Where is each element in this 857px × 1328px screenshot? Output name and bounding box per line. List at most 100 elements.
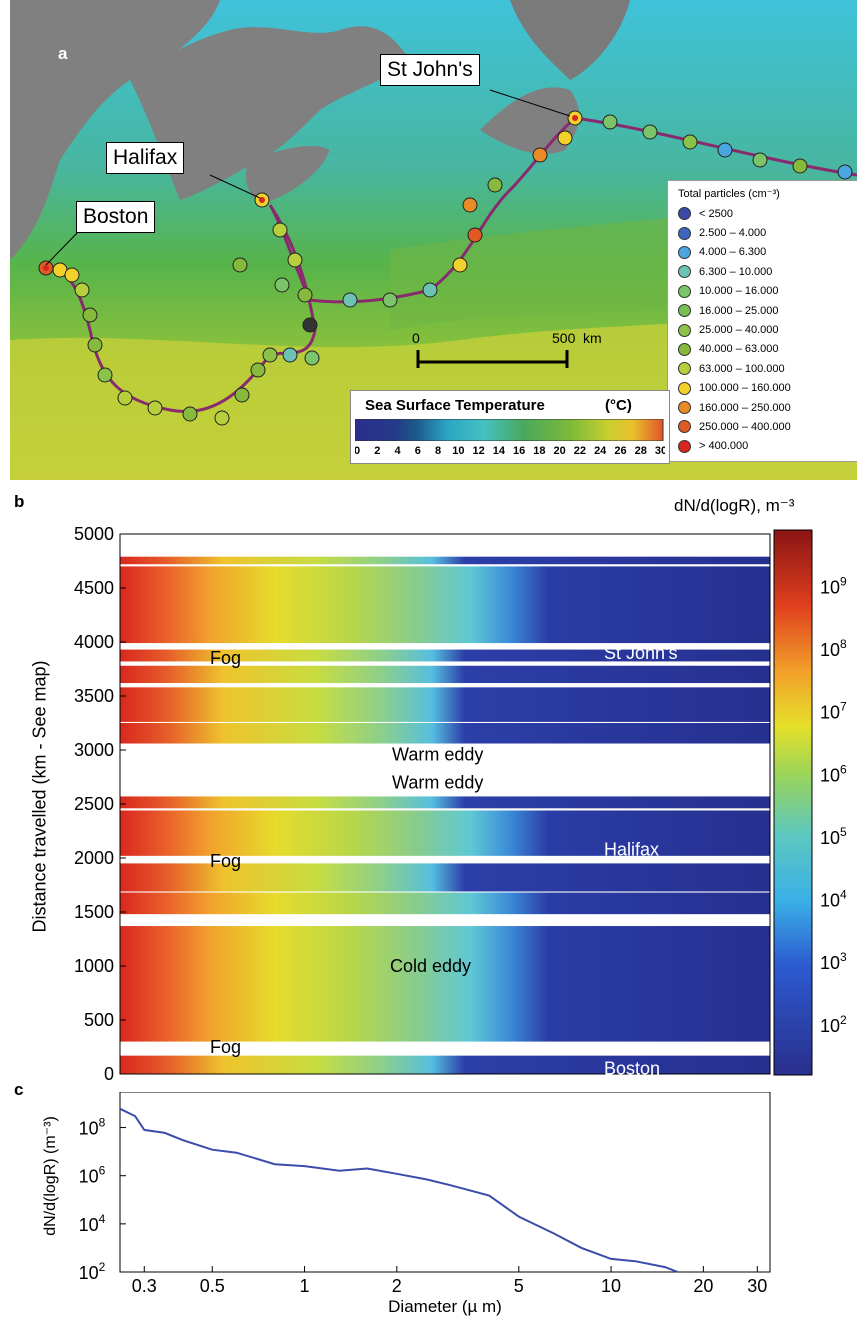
sst-tick-label: 8 bbox=[435, 445, 441, 457]
x-tick-label: 20 bbox=[693, 1276, 713, 1296]
heatmap-annotation: Warm eddy bbox=[392, 744, 483, 764]
heatmap-band bbox=[120, 796, 770, 809]
legend-swatch-icon bbox=[678, 401, 691, 415]
colorbar-tick-label: 105 bbox=[820, 825, 847, 848]
x-tick-label: 1 bbox=[300, 1276, 310, 1296]
legend-label: 40.000 – 63.000 bbox=[699, 343, 779, 356]
city-label-halifax: Halifax bbox=[106, 142, 185, 174]
legend-label: 10.000 – 16.000 bbox=[699, 285, 779, 298]
heatmap-band bbox=[120, 687, 770, 722]
legend-item: 40.000 – 63.000 bbox=[668, 340, 857, 359]
tick-base: 10 bbox=[820, 953, 840, 973]
legend-swatch-icon bbox=[678, 226, 691, 240]
tick-base: 10 bbox=[820, 577, 840, 597]
legend-swatch-icon bbox=[678, 245, 691, 259]
y-tick-label: 102 bbox=[79, 1260, 106, 1283]
line-x-axis: 0.3 0.5 1 2 5 10 20 30 bbox=[132, 1266, 767, 1296]
tick-base: 10 bbox=[820, 765, 840, 785]
tick-exponent: 5 bbox=[840, 825, 847, 839]
particle-legend-title: Total particles (cm⁻³) bbox=[678, 188, 780, 200]
legend-swatch-icon bbox=[678, 304, 691, 318]
sst-unit: (°C) bbox=[605, 397, 632, 414]
heatmap-annotation: Fog bbox=[210, 1037, 241, 1057]
legend-item: 16.000 – 25.000 bbox=[668, 301, 857, 320]
scale-unit: km bbox=[583, 330, 602, 346]
legend-label: 63.000 – 100.000 bbox=[699, 362, 785, 375]
heatmap-ylabel: Distance travelled (km - See map) bbox=[29, 660, 50, 933]
legend-label: 100.000 – 160.000 bbox=[699, 382, 791, 395]
y-tick-label: 1500 bbox=[74, 902, 114, 922]
colorbar-tick-label: 102 bbox=[820, 1013, 847, 1036]
sst-tick-label: 26 bbox=[614, 445, 626, 457]
x-tick-label: 0.3 bbox=[132, 1276, 157, 1296]
y-tick-label: 4500 bbox=[74, 578, 114, 598]
tick-base: 10 bbox=[820, 703, 840, 723]
heatmap-band bbox=[120, 566, 770, 644]
x-tick-label: 2 bbox=[392, 1276, 402, 1296]
land-maritimes bbox=[130, 26, 410, 200]
legend-item: 10.000 – 16.000 bbox=[668, 282, 857, 301]
panel-b-label: b bbox=[14, 492, 25, 511]
sst-tick-label: 2 bbox=[374, 445, 380, 457]
y-tick-label: 108 bbox=[79, 1116, 106, 1139]
panel-a-label: a bbox=[58, 44, 68, 63]
legend-item: 2.500 – 4.000 bbox=[668, 223, 857, 242]
tick-exponent: 2 bbox=[840, 1013, 847, 1027]
legend-label: 2.500 – 4.000 bbox=[699, 227, 767, 240]
legend-item: 100.000 – 160.000 bbox=[668, 379, 857, 398]
y-tick-label: 5000 bbox=[74, 524, 114, 544]
tick-base: 10 bbox=[820, 891, 840, 911]
sst-tick-label: 10 bbox=[452, 445, 464, 457]
x-tick-label: 0.5 bbox=[200, 1276, 225, 1296]
heatmap-band bbox=[120, 1055, 770, 1074]
sst-tick-label: 12 bbox=[472, 445, 484, 457]
colorbar-tick-label: 106 bbox=[820, 762, 847, 785]
y-tick-label: 3000 bbox=[74, 740, 114, 760]
heatmap-colorbar bbox=[773, 529, 813, 1076]
tick-exponent: 6 bbox=[840, 762, 847, 776]
y-tick-label: 104 bbox=[79, 1212, 106, 1235]
legend-label: 25.000 – 40.000 bbox=[699, 324, 779, 337]
tick-base: 10 bbox=[820, 1016, 840, 1036]
legend-swatch-icon bbox=[678, 381, 691, 395]
sst-colorbar: Sea Surface Temperature (°C) 0 2 4 6 8 10 12 14… bbox=[350, 390, 670, 464]
heatmap-band bbox=[120, 810, 770, 856]
tick-exponent: 8 bbox=[840, 637, 847, 651]
heatmap-annotation: Halifax bbox=[604, 839, 659, 859]
legend-item: 160.000 – 250.000 bbox=[668, 398, 857, 417]
heatmap-band bbox=[120, 665, 770, 684]
legend-swatch-icon bbox=[678, 265, 691, 279]
tick-base: 10 bbox=[820, 640, 840, 660]
sst-tick-label: 18 bbox=[533, 445, 545, 457]
tick-exponent: 7 bbox=[840, 700, 847, 714]
heatmap-annotation: Fog bbox=[210, 648, 241, 668]
heatmap-chart: 0 500 1000 1500 2000 2500 3000 3500 4000 4500 5000… bbox=[74, 524, 847, 1084]
sst-tick-label: 30 bbox=[655, 445, 665, 457]
city-label-boston: Boston bbox=[76, 201, 156, 233]
sst-tick-label: 16 bbox=[513, 445, 525, 457]
size-distribution-panel: c 102 104 106 108 0.3 0.5 1 2 5 10 20 30 dN/d(logR… bbox=[0, 1080, 857, 1323]
tick-base: 10 bbox=[79, 1263, 99, 1283]
y-tick-label: 500 bbox=[84, 1010, 114, 1030]
heatmap-band bbox=[120, 649, 770, 662]
tick-exponent: 2 bbox=[99, 1260, 106, 1274]
heatmap-band bbox=[120, 863, 770, 892]
y-tick-label: 4000 bbox=[74, 632, 114, 652]
legend-item: 63.000 – 100.000 bbox=[668, 359, 857, 378]
particle-legend-list: < 2500 2.500 – 4.000 4.000 – 6.300 6.300 – … bbox=[668, 204, 857, 456]
line-y-axis: 102 104 106 108 bbox=[79, 1116, 126, 1283]
sst-tick-label: 0 bbox=[355, 445, 360, 457]
legend-swatch-icon bbox=[678, 420, 691, 434]
y-tick-label: 106 bbox=[79, 1164, 106, 1187]
legend-label: 6.300 – 10.000 bbox=[699, 265, 773, 278]
sst-gradient bbox=[355, 419, 664, 441]
heatmap-bands bbox=[120, 556, 770, 1074]
tick-base: 10 bbox=[820, 828, 840, 848]
heatmap-annotation: Fog bbox=[210, 851, 241, 871]
tick-exponent: 9 bbox=[840, 574, 847, 588]
legend-label: 160.000 – 250.000 bbox=[699, 401, 791, 414]
heatmap-annotation: St John's bbox=[604, 643, 677, 663]
particle-legend: Total particles (cm⁻³) < 2500 2.500 – 4.0… bbox=[667, 180, 857, 462]
